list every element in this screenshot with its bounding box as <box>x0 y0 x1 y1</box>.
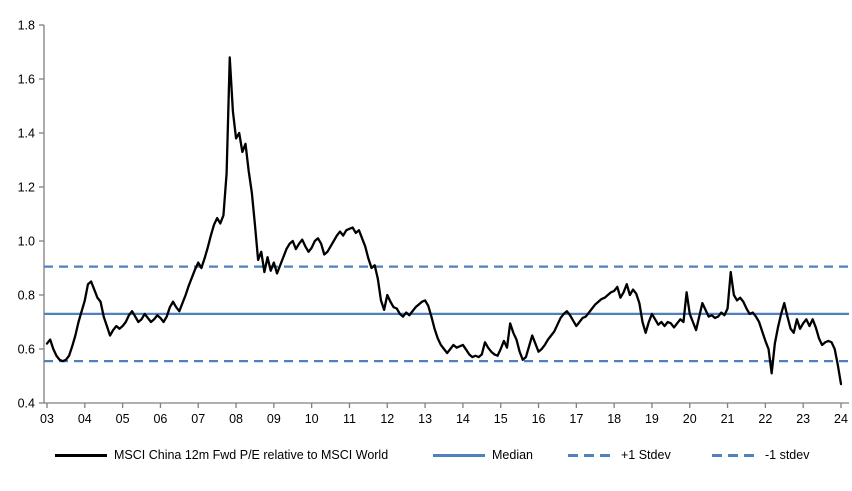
x-axis-tick-label: 10 <box>305 412 319 426</box>
y-axis-tick-label: 0.6 <box>18 343 35 357</box>
legend-line-sample-series <box>55 453 107 457</box>
pe-ratio-series-line <box>45 56 843 386</box>
x-axis-tick-label: 07 <box>191 412 205 426</box>
x-axis-tick-label: 15 <box>494 412 508 426</box>
x-axis-tick-label: 17 <box>569 412 583 426</box>
x-axis-tick-label: 21 <box>721 412 735 426</box>
x-axis-tick-label: 12 <box>380 412 394 426</box>
x-axis-tick-label: 09 <box>267 412 281 426</box>
legend-item-minus-stdev: -1 stdev <box>712 446 809 464</box>
x-axis-tick-label: 22 <box>758 412 772 426</box>
y-axis-tick-label: 1.8 <box>18 19 35 33</box>
legend-label-minus-stdev: -1 stdev <box>765 448 810 462</box>
legend-item-median: Median <box>433 446 533 464</box>
chart-canvas: 0.4 0.6 0.8 1.0 1.2 1.4 1.6 1.8 03 04 05 06 07 08 09 10… <box>18 19 849 426</box>
x-axis-tick-label: 14 <box>456 412 470 426</box>
x-axis-tick-label: 23 <box>796 412 810 426</box>
chart-legend: MSCI China 12m Fwd P/E relative to MSCI … <box>0 446 852 466</box>
x-axis-tick-label: 20 <box>683 412 697 426</box>
y-axis-tick-label: 0.8 <box>18 289 35 303</box>
x-axis-tick-label: 05 <box>116 412 130 426</box>
y-axis-tick-label: 0.4 <box>18 397 35 411</box>
chart-area: 0.4 0.6 0.8 1.0 1.2 1.4 1.6 1.8 03 04 05 06 07 08 09 10… <box>18 19 849 426</box>
x-axis-tick-label: 13 <box>418 412 432 426</box>
x-axis-tick-label: 19 <box>645 412 659 426</box>
x-axis-tick-label: 16 <box>532 412 546 426</box>
legend-label-series: MSCI China 12m Fwd P/E relative to MSCI … <box>114 448 389 462</box>
x-axis-tick-label: 11 <box>343 412 356 426</box>
y-axis-tick-label: 1.4 <box>18 127 35 141</box>
legend-line-sample-plus-stdev <box>568 453 614 457</box>
y-axis-tick-label: 1.0 <box>18 235 35 249</box>
legend-line-sample-median <box>433 453 485 457</box>
x-axis-tick-label: 04 <box>78 412 92 426</box>
x-axis-tick-label: 08 <box>229 412 243 426</box>
x-axis-tick-label: 06 <box>153 412 167 426</box>
x-axis-tick-label: 24 <box>834 412 848 426</box>
legend-label-median: Median <box>492 448 533 462</box>
x-axis-tick-label: 03 <box>40 412 54 426</box>
legend-item-plus-stdev: +1 Stdev <box>568 446 671 464</box>
legend-line-sample-minus-stdev <box>712 453 758 457</box>
legend-label-plus-stdev: +1 Stdev <box>621 448 671 462</box>
y-axis-tick-label: 1.6 <box>18 73 35 87</box>
legend-item-series: MSCI China 12m Fwd P/E relative to MSCI … <box>55 446 388 464</box>
x-axis-tick-label: 18 <box>607 412 621 426</box>
y-axis-tick-label: 1.2 <box>18 181 35 195</box>
